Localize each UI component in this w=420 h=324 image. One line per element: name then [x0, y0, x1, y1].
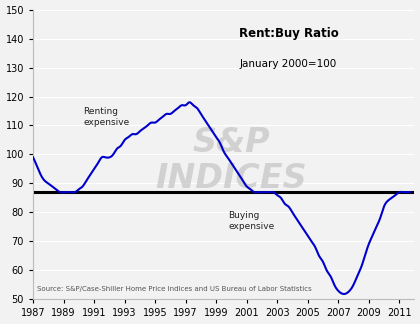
Text: January 2000=100: January 2000=100	[240, 59, 337, 69]
Text: Source: S&P/Case-Shiller Home Price Indices and US Bureau of Labor Statistics: Source: S&P/Case-Shiller Home Price Indi…	[37, 286, 312, 292]
Text: S&P
INDICES: S&P INDICES	[155, 126, 307, 195]
Text: Renting
expensive: Renting expensive	[84, 107, 130, 126]
Text: Rent:Buy Ratio: Rent:Buy Ratio	[239, 27, 339, 40]
Text: Buying
expensive: Buying expensive	[228, 212, 275, 231]
